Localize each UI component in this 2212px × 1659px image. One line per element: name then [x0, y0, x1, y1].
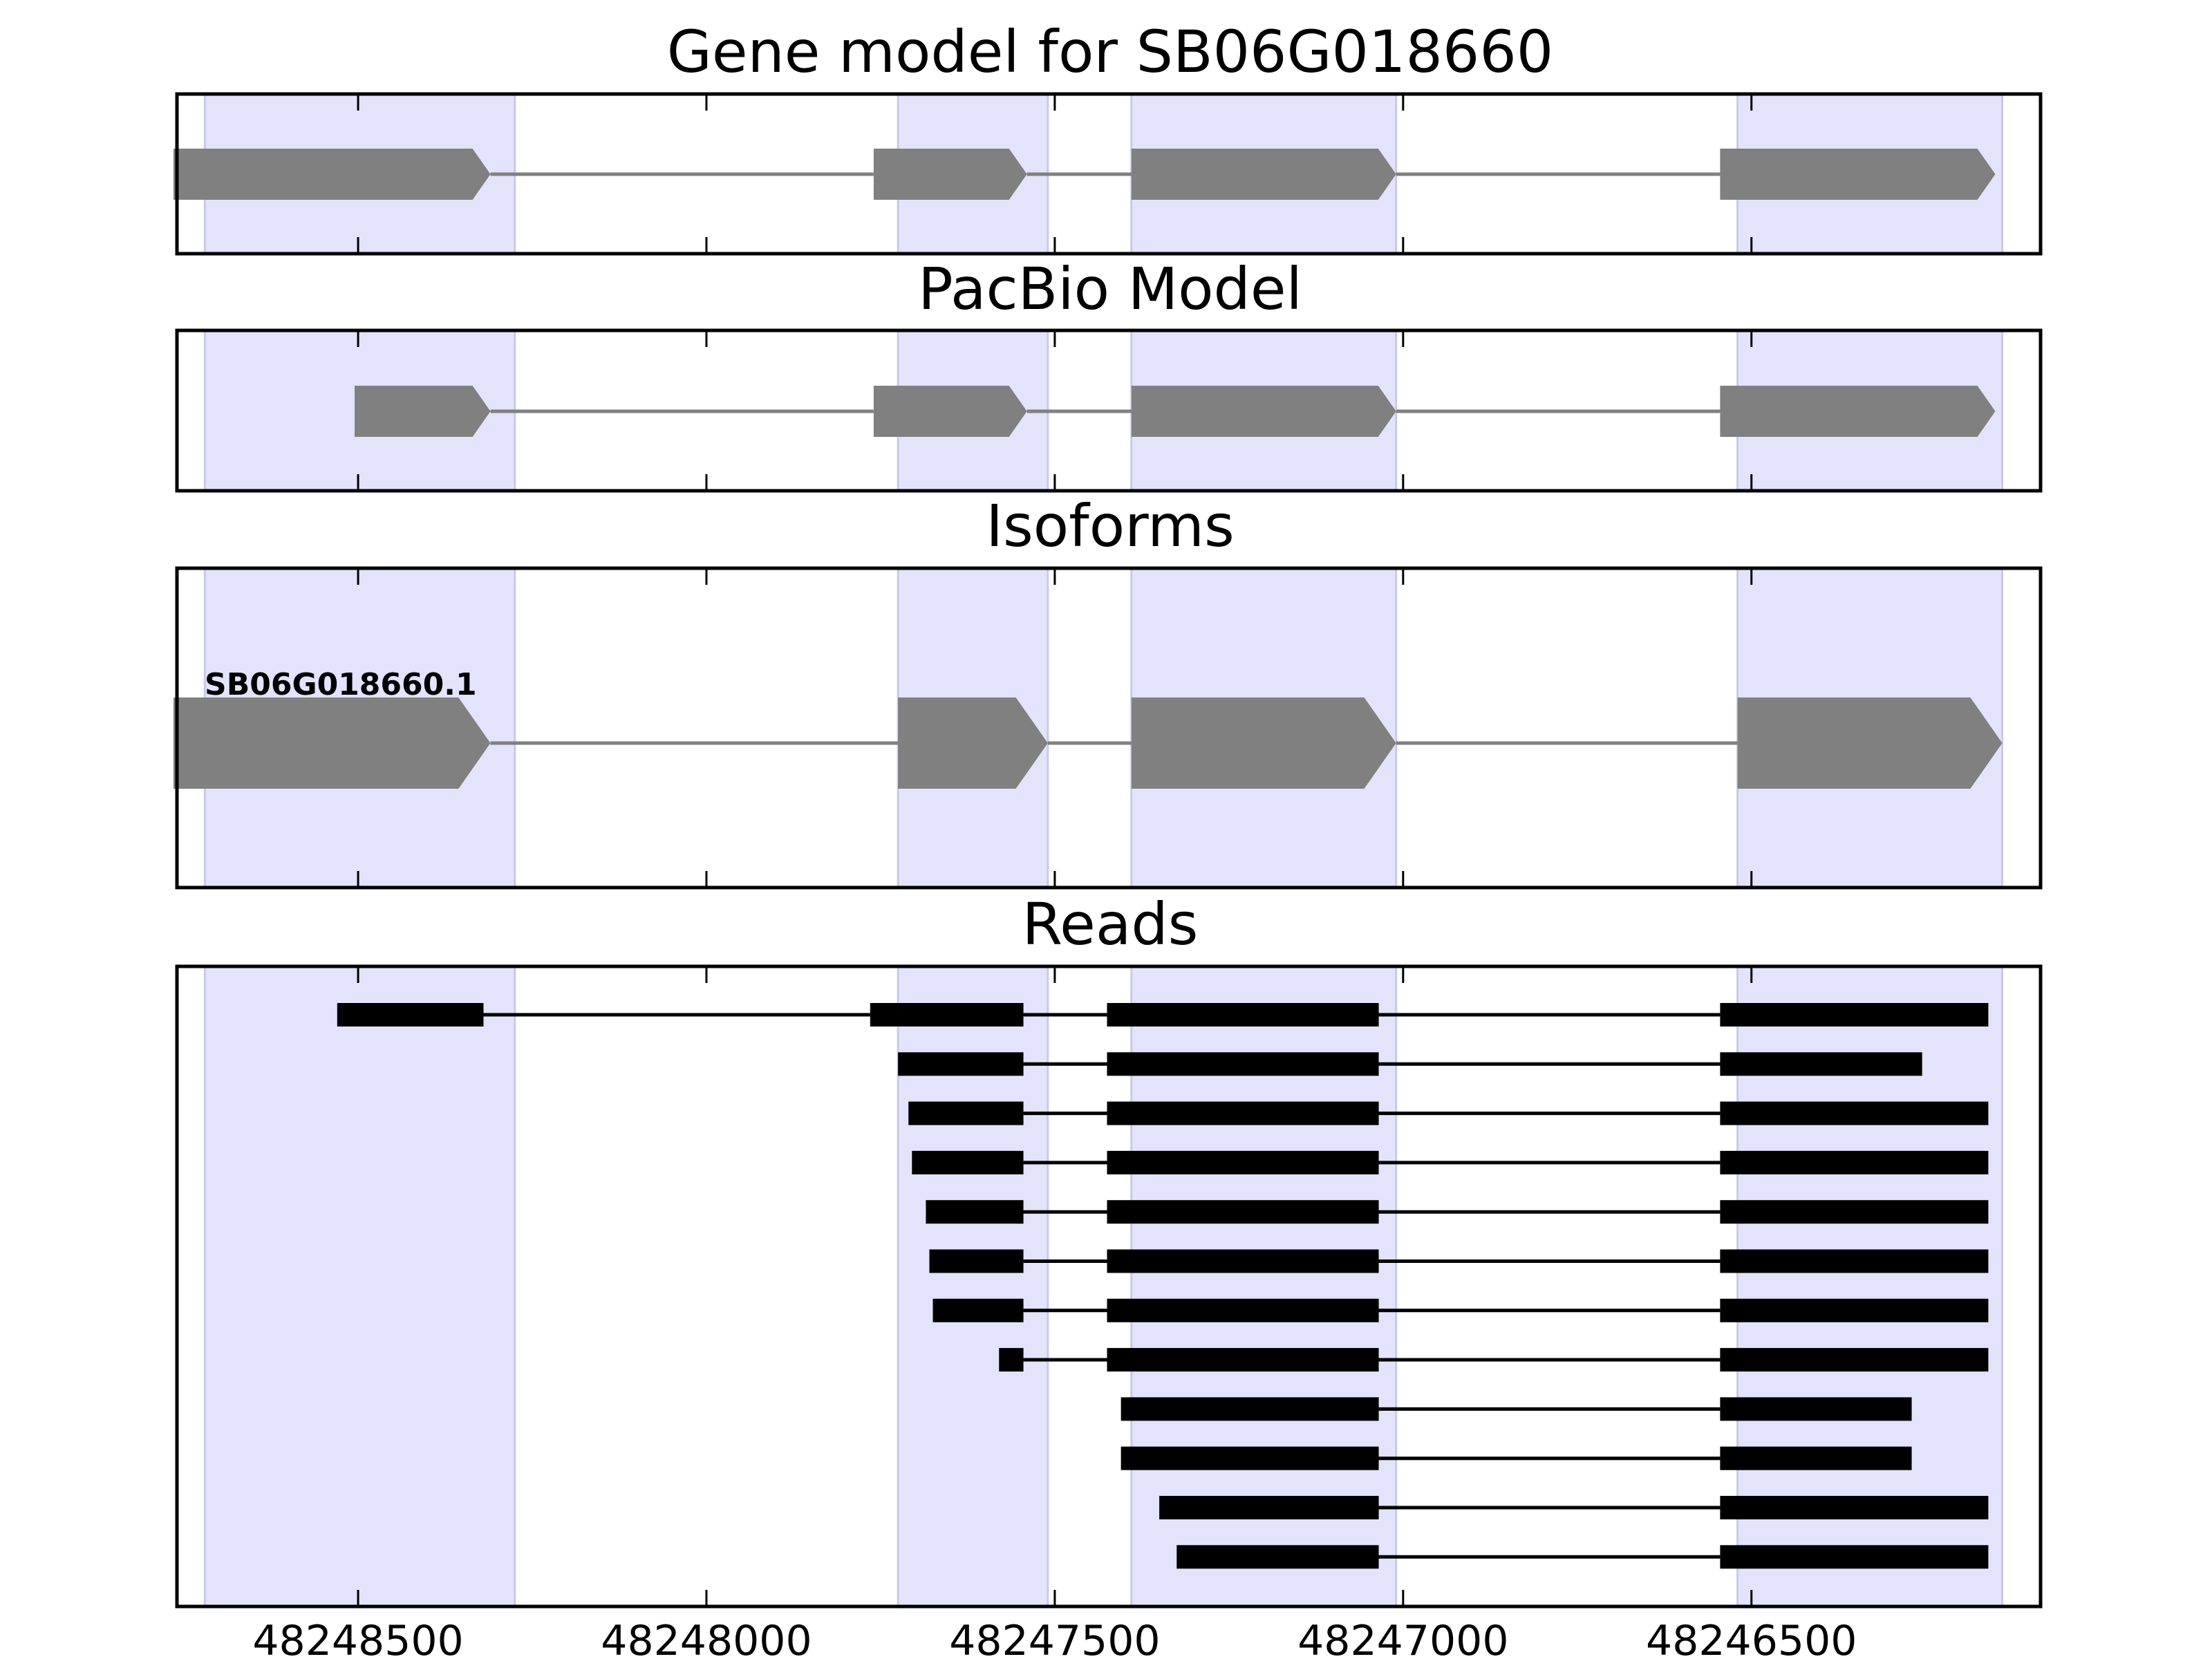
- read-block: [1107, 1200, 1379, 1224]
- exon-arrow: [1131, 697, 1396, 789]
- read-block: [1159, 1496, 1379, 1519]
- exon-arrow: [355, 386, 491, 437]
- read-block: [1107, 1249, 1379, 1273]
- read-block: [1720, 1003, 1989, 1027]
- read-block: [1107, 1348, 1379, 1372]
- read-block: [1107, 1003, 1379, 1027]
- x-tick-label: 48247000: [1297, 1617, 1508, 1659]
- read-block: [1107, 1298, 1379, 1322]
- read-block: [1720, 1545, 1989, 1569]
- read-block: [1720, 1150, 1989, 1174]
- read-block: [1720, 1101, 1989, 1125]
- gene-model-title: Gene model for SB06G018660: [667, 18, 1553, 86]
- panel-frame: [175, 328, 2043, 493]
- pacbio-model-panel: PacBio Model: [175, 255, 2043, 493]
- read-block: [1720, 1397, 1912, 1421]
- read-block: [1720, 1200, 1989, 1224]
- exon-arrow: [898, 697, 1048, 789]
- exon-arrow: [174, 149, 491, 200]
- read-block: [908, 1101, 1024, 1125]
- read-block: [1121, 1397, 1379, 1421]
- read-block: [926, 1200, 1024, 1224]
- x-tick-label: 48248500: [252, 1617, 463, 1659]
- read-block: [898, 1052, 1024, 1076]
- read-block: [912, 1150, 1024, 1174]
- panel-frame: [175, 92, 2043, 256]
- read-block: [1107, 1101, 1379, 1125]
- read-block: [1720, 1052, 1922, 1076]
- pacbio-model-title: PacBio Model: [918, 255, 1302, 323]
- exon-region-band: [203, 965, 516, 1608]
- x-tick-label: 48248000: [601, 1617, 812, 1659]
- reads-title: Reads: [1022, 890, 1199, 958]
- read-block: [337, 1003, 484, 1027]
- read-block: [999, 1348, 1024, 1372]
- read-block: [1177, 1545, 1379, 1569]
- read-block: [1121, 1446, 1379, 1470]
- reads-panel: 48248500 48248000 48247500 48247000 48246500…: [175, 890, 2043, 1659]
- exon-arrow: [174, 697, 491, 789]
- gene-model-panel: Gene model for SB06G018660: [174, 18, 2043, 256]
- read-block: [1720, 1298, 1989, 1322]
- read-block: [1107, 1052, 1379, 1076]
- read-block: [1720, 1446, 1912, 1470]
- read-block: [1720, 1496, 1989, 1519]
- read-block: [870, 1003, 1024, 1027]
- x-tick-label: 48247500: [949, 1617, 1160, 1659]
- read-block: [1720, 1249, 1989, 1273]
- exon-arrow: [1720, 386, 1996, 437]
- read-block: [1720, 1348, 1989, 1372]
- read-block: [929, 1249, 1024, 1273]
- exon-arrow: [873, 149, 1027, 200]
- exon-arrow: [1131, 386, 1396, 437]
- panel-frame: [175, 566, 2043, 890]
- isoforms-title: Isoforms: [986, 492, 1235, 560]
- panel-frame: [175, 964, 2043, 1609]
- read-block: [932, 1298, 1024, 1322]
- read-block: [1107, 1150, 1379, 1174]
- isoform-label: SB06G018660.1: [205, 667, 477, 702]
- isoforms-panel: SB06G018660.1 Isoforms: [174, 492, 2043, 890]
- exon-arrow: [1737, 697, 2003, 789]
- exon-arrow: [1131, 149, 1396, 200]
- exon-arrow: [873, 386, 1027, 437]
- exon-arrow: [1720, 149, 1996, 200]
- x-tick-label: 48246500: [1646, 1617, 1857, 1659]
